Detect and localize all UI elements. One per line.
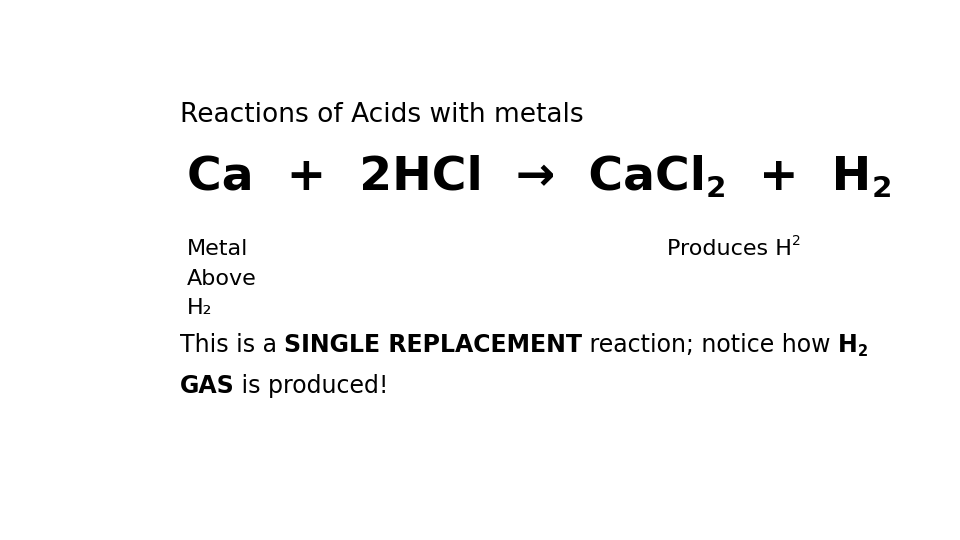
Text: 2: 2 [858,344,868,359]
Text: Reactions of Acids with metals: Reactions of Acids with metals [180,102,583,128]
Text: This is a: This is a [180,333,284,357]
Text: GAS: GAS [180,374,234,399]
Text: Ca  +  2HCl  →  CaCl: Ca + 2HCl → CaCl [187,154,706,200]
Text: 2: 2 [792,234,801,248]
Text: is produced!: is produced! [234,374,389,399]
Text: 2: 2 [872,175,892,203]
Text: Metal: Metal [187,239,249,259]
Text: reaction; notice how: reaction; notice how [582,333,838,357]
Text: H: H [838,333,858,357]
Text: Above: Above [187,268,256,288]
Text: 2: 2 [706,175,727,203]
Text: H₂: H₂ [187,298,212,318]
Text: Produces H: Produces H [667,239,792,259]
Text: SINGLE REPLACEMENT: SINGLE REPLACEMENT [284,333,582,357]
Text: +  H: + H [727,154,872,200]
